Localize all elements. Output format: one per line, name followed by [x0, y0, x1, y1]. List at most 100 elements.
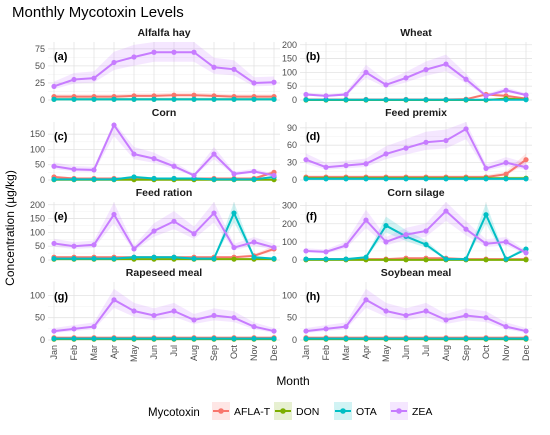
data-point-ota [71, 177, 76, 182]
data-point-ota [363, 336, 368, 341]
panel-title: Corn [152, 107, 177, 119]
data-point-zea [91, 76, 96, 81]
data-point-don [383, 257, 388, 262]
data-point-zea [463, 126, 468, 131]
data-point-zea [303, 157, 308, 162]
panel-title: Corn silage [387, 187, 444, 199]
legend-label-don: DON [296, 406, 319, 418]
data-point-zea [71, 326, 76, 331]
data-point-zea [231, 315, 236, 320]
data-point-zea [51, 164, 56, 169]
data-point-zea [271, 328, 276, 333]
y-tick-label: 0 [292, 255, 297, 265]
x-tick-label: Feb [69, 345, 79, 361]
data-point-ota [443, 256, 448, 261]
data-point-ota [271, 336, 276, 341]
data-point-ota [91, 177, 96, 182]
data-point-ota [523, 97, 528, 102]
y-tick-label: 25 [35, 78, 45, 88]
data-point-ota [463, 256, 468, 261]
data-point-ota [423, 176, 428, 181]
data-point-aflat [523, 157, 528, 162]
data-point-ota [111, 336, 116, 341]
data-point-ota [383, 97, 388, 102]
data-point-ota [171, 255, 176, 260]
data-point-ota [443, 176, 448, 181]
x-tick-label: Mar [341, 345, 351, 361]
x-tick-label: Jun [401, 345, 411, 360]
x-tick-label: Dec [269, 345, 279, 362]
data-point-zea [251, 239, 256, 244]
data-point-zea [463, 77, 468, 82]
data-point-ota [251, 336, 256, 341]
y-axis-label: Concentration (µg/kg) [3, 170, 17, 286]
data-point-zea [151, 228, 156, 233]
data-point-ota [231, 177, 236, 182]
y-tick-label: 200 [282, 219, 297, 229]
data-point-ota [211, 97, 216, 102]
data-point-zea [91, 242, 96, 247]
data-point-zea [111, 122, 116, 127]
x-tick-label: Jan [49, 345, 59, 360]
data-point-zea [131, 54, 136, 59]
panel-label: (e) [54, 211, 68, 223]
legend-item-ota: OTA [334, 402, 377, 420]
x-tick-label: Jul [421, 345, 431, 357]
data-point-zea [111, 60, 116, 65]
data-point-zea [523, 328, 528, 333]
panel-label: (f) [306, 211, 317, 223]
data-point-ota [423, 242, 428, 247]
legend-point-zea [396, 408, 402, 414]
panel-title: Feed premix [385, 107, 447, 119]
data-point-ota [383, 176, 388, 181]
y-tick-label: 150 [30, 214, 45, 224]
data-point-zea [231, 67, 236, 72]
panel-label: (a) [54, 51, 68, 63]
legend-point-ota [340, 408, 346, 414]
y-tick-label: 0 [40, 175, 45, 185]
data-point-zea [403, 146, 408, 151]
data-point-zea [343, 92, 348, 97]
y-tick-label: 0 [40, 95, 45, 105]
data-point-zea [51, 84, 56, 89]
y-tick-label: 75 [35, 44, 45, 54]
data-point-ota [91, 97, 96, 102]
data-point-ota [303, 256, 308, 261]
data-point-ota [51, 177, 56, 182]
data-point-ota [323, 336, 328, 341]
data-point-zea [443, 61, 448, 66]
data-point-ota [171, 97, 176, 102]
data-point-zea [323, 165, 328, 170]
legend-label-ota: OTA [356, 406, 377, 418]
data-point-ota [151, 97, 156, 102]
data-point-zea [403, 75, 408, 80]
data-point-ota [363, 176, 368, 181]
x-tick-label: Apr [361, 345, 371, 359]
data-point-zea [343, 163, 348, 168]
data-point-zea [403, 232, 408, 237]
data-point-ota [343, 176, 348, 181]
data-point-zea [463, 227, 468, 232]
data-point-zea [503, 324, 508, 329]
data-point-zea [323, 326, 328, 331]
panel-title: Soybean meal [381, 267, 452, 279]
data-point-ota [403, 176, 408, 181]
data-point-ota [231, 210, 236, 215]
data-point-zea [51, 241, 56, 246]
data-point-ota [231, 336, 236, 341]
y-tick-label: 200 [30, 200, 45, 210]
x-tick-label: Jun [149, 345, 159, 360]
data-point-zea [231, 245, 236, 250]
data-point-zea [131, 246, 136, 251]
data-point-zea [323, 93, 328, 98]
data-point-zea [483, 93, 488, 98]
x-tick-label: Sep [461, 345, 471, 361]
data-point-ota [51, 336, 56, 341]
